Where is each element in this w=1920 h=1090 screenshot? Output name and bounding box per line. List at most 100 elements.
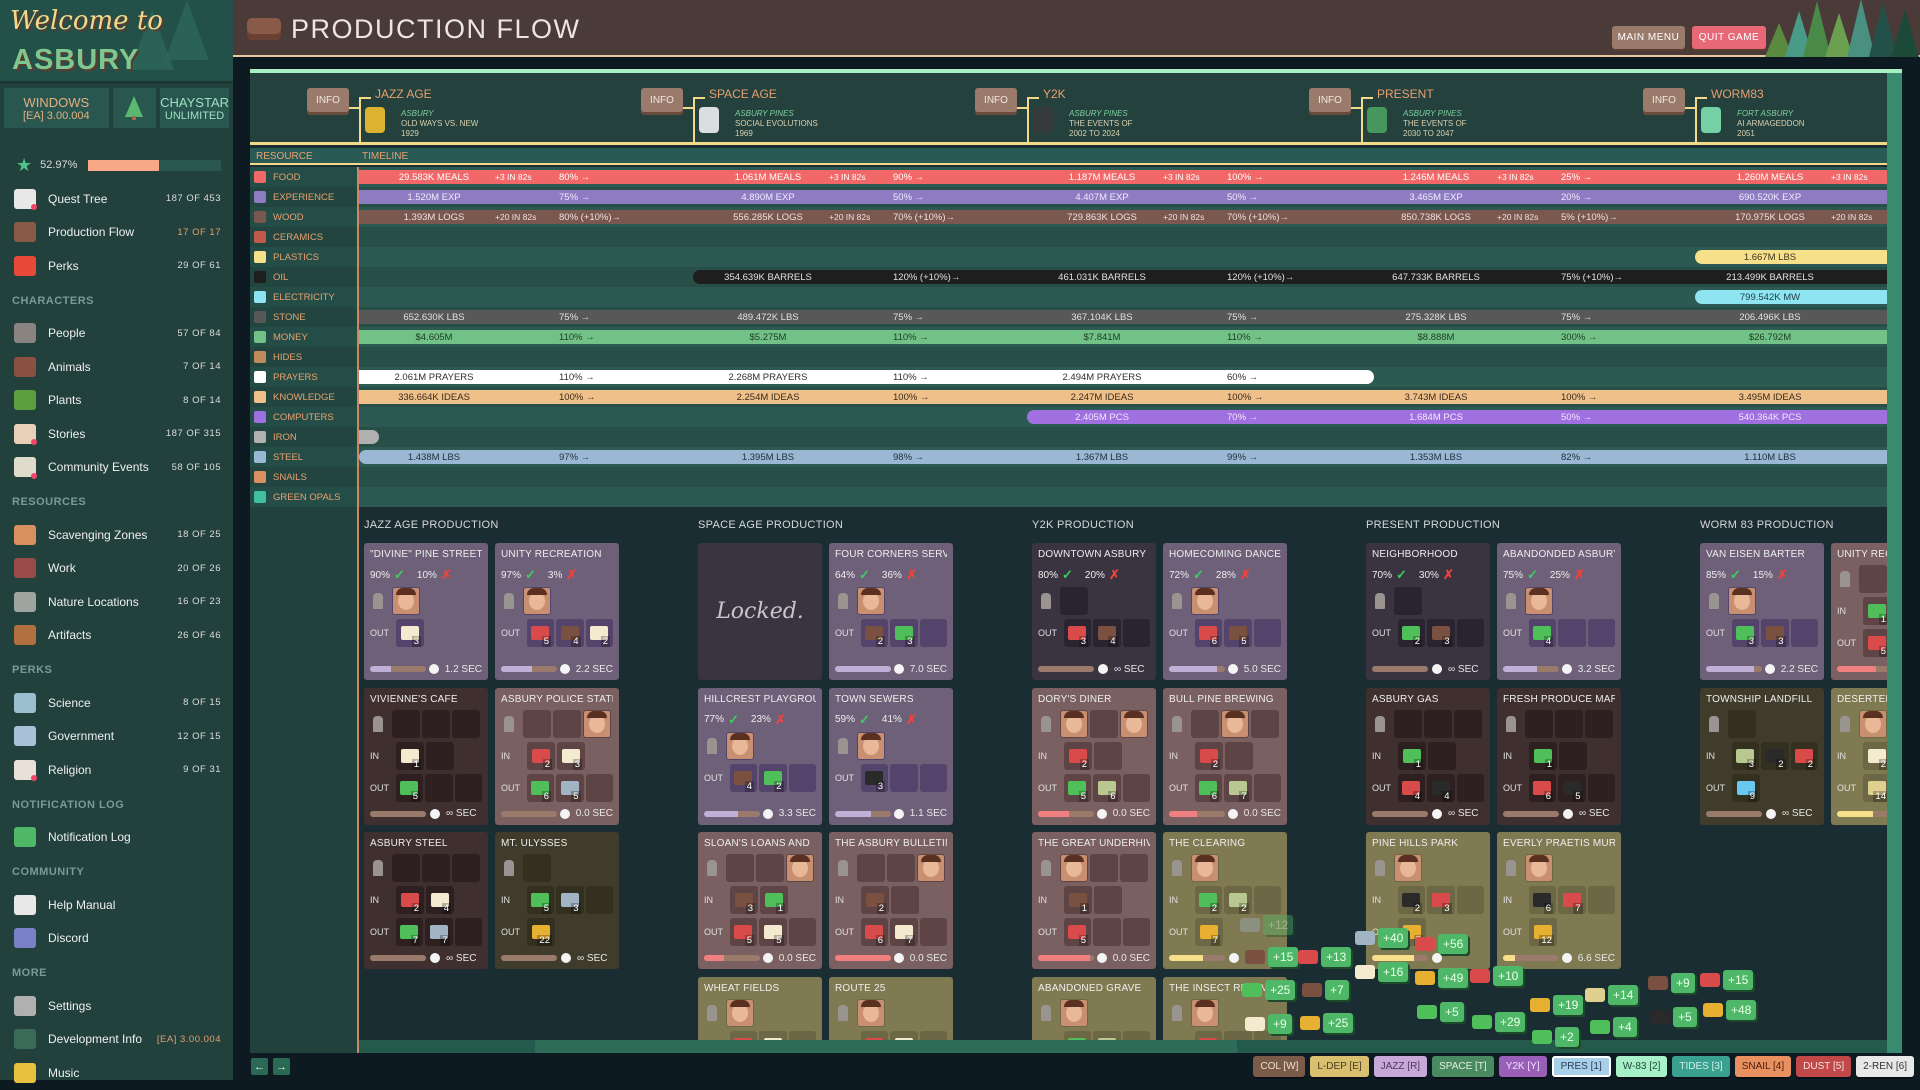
scroll-left-button[interactable]: ← [251, 1058, 268, 1075]
production-card[interactable]: THE ASBURY BULLETIN IN 2 OUT 6 7 0.0 SEC [829, 832, 953, 969]
production-card[interactable]: THE GREAT UNDERHIVE IN 1 OUT 5 0.0 SEC [1032, 832, 1156, 969]
sidebar-item-government[interactable]: Government 12 OF 15 [0, 720, 233, 754]
worker-slot[interactable] [917, 854, 945, 882]
sidebar-item-people[interactable]: People 57 OF 84 [0, 317, 233, 351]
production-card[interactable]: BULL PINE BREWING IN 2 OUT 6 7 0.0 SEC [1163, 687, 1287, 825]
production-card[interactable]: TOWN SEWERS 59% ✓ 41% ✗ OUT 3 1.1 SEC [829, 687, 953, 825]
empty-worker-slot[interactable] [887, 854, 915, 882]
worker-slot[interactable] [1191, 854, 1219, 882]
worker-slot[interactable] [857, 998, 885, 1027]
worker-slot[interactable] [1728, 587, 1756, 615]
production-card[interactable]: DORY'S DINER IN 2 OUT 5 6 0.0 SEC [1032, 687, 1156, 825]
worker-slot[interactable] [392, 587, 420, 615]
worker-slot[interactable] [1060, 998, 1088, 1027]
sidebar-item-scavenging-zones[interactable]: Scavenging Zones 18 OF 25 [0, 518, 233, 552]
sidebar-item-community-events[interactable]: Community Events 58 OF 105 [0, 451, 233, 485]
worker-slot[interactable] [523, 587, 551, 615]
production-card[interactable]: HOMECOMING DANCE 72% ✓ 28% ✗ OUT 6 5 5.0 SEC [1163, 543, 1287, 680]
empty-worker-slot[interactable] [1394, 587, 1422, 615]
sidebar-item-science[interactable]: Science 8 OF 15 [0, 686, 233, 720]
era-info-button[interactable]: INFO [307, 88, 349, 112]
account-info[interactable]: CHAYSTAR UNLIMITED [160, 88, 229, 128]
production-card[interactable]: "DIVINE" PINE STREET 90% ✓ 10% ✗ OUT 3 1.2 SEC [364, 543, 488, 680]
empty-worker-slot[interactable] [1525, 709, 1553, 738]
production-card[interactable]: ASBURY STEEL IN 2 4 OUT 7 7 ∞ SEC [364, 832, 488, 969]
empty-worker-slot[interactable] [857, 854, 885, 882]
sidebar-item-nature-locations[interactable]: Nature Locations 16 OF 23 [0, 585, 233, 619]
empty-worker-slot[interactable] [422, 854, 450, 882]
empty-worker-slot[interactable] [1251, 709, 1279, 738]
production-card[interactable]: ASBURY POLICE STATION IN 2 3 OUT 6 5 0.0 SEC [495, 687, 619, 825]
empty-worker-slot[interactable] [1555, 709, 1583, 738]
production-card[interactable]: ABANDONDED ASBURY 75% ✓ 25% ✗ OUT 4 3.2 SEC [1497, 543, 1621, 680]
era-tab-jazz[interactable]: JAZZ [R] [1373, 1056, 1428, 1077]
empty-worker-slot[interactable] [1060, 587, 1088, 615]
production-card[interactable]: UNITY RECREATION 97% ✓ 3% ✗ OUT 5 4 2 2.2 SEC [495, 543, 619, 680]
worker-slot[interactable] [1525, 587, 1553, 615]
sidebar-item-stories[interactable]: Stories 187 OF 315 [0, 417, 233, 451]
era-info-button[interactable]: INFO [975, 88, 1017, 112]
empty-worker-slot[interactable] [452, 709, 480, 738]
production-card[interactable]: FRESH PRODUCE MARKET IN 1 OUT 6 5 ∞ SEC [1497, 687, 1621, 825]
era-tab-w-83[interactable]: W-83 [2] [1615, 1056, 1668, 1077]
sidebar-item-music[interactable]: Music [0, 1056, 233, 1090]
production-card[interactable]: NEIGHBORHOOD 70% ✓ 30% ✗ OUT 2 3 ∞ SEC [1366, 543, 1490, 680]
empty-worker-slot[interactable] [1120, 854, 1148, 882]
era-info-button[interactable]: INFO [1643, 88, 1685, 112]
empty-worker-slot[interactable] [726, 854, 754, 882]
sidebar-item-religion[interactable]: Religion 9 OF 31 [0, 753, 233, 787]
production-card[interactable]: EVERLY PRAETIS MURDER IN 6 7 OUT 12 6.6 SEC [1497, 832, 1621, 969]
era-info-button[interactable]: INFO [1309, 88, 1351, 112]
worker-slot[interactable] [1191, 998, 1219, 1027]
empty-worker-slot[interactable] [452, 854, 480, 882]
empty-worker-slot[interactable] [422, 709, 450, 738]
sidebar-item-development-info[interactable]: Development Info [EA] 3.00.004 [0, 1023, 233, 1057]
horizontal-scrollbar[interactable] [359, 1040, 1887, 1053]
empty-worker-slot[interactable] [392, 854, 420, 882]
production-card[interactable]: VIVIENNE'S CAFÉ IN 1 OUT 5 ∞ SEC [364, 687, 488, 825]
era-tab-snail[interactable]: SNAIL [4] [1734, 1056, 1792, 1077]
production-card[interactable]: DESERTED SU IN 2 OUT 14 [1831, 687, 1902, 825]
era-info-button[interactable]: INFO [641, 88, 683, 112]
sidebar-item-perks[interactable]: Perks 29 OF 61 [0, 249, 233, 283]
sidebar-item-production-flow[interactable]: Production Flow 17 OF 17 [0, 216, 233, 250]
production-card[interactable]: VAN EISEN BARTER 85% ✓ 15% ✗ OUT 3 3 2.2 SEC [1700, 543, 1824, 680]
empty-worker-slot[interactable] [1424, 709, 1452, 738]
production-card[interactable]: SLOAN'S LOANS AND IN 3 1 OUT 5 5 0.0 SEC [698, 832, 822, 969]
empty-worker-slot[interactable] [1090, 854, 1118, 882]
sidebar-item-artifacts[interactable]: Artifacts 26 OF 46 [0, 619, 233, 653]
worker-slot[interactable] [786, 854, 814, 882]
sidebar-item-discord[interactable]: Discord [0, 922, 233, 956]
empty-worker-slot[interactable] [523, 709, 551, 738]
worker-slot[interactable] [1191, 587, 1219, 615]
empty-worker-slot[interactable] [1585, 709, 1613, 738]
sidebar-item-notification-log[interactable]: Notification Log [0, 821, 233, 855]
scroll-right-button[interactable]: → [273, 1058, 290, 1075]
era-tab-col[interactable]: COL [W] [1253, 1056, 1306, 1077]
sidebar-item-work[interactable]: Work 20 OF 26 [0, 552, 233, 586]
quit-game-button[interactable]: QUIT GAME [1692, 26, 1766, 49]
sidebar-item-plants[interactable]: Plants 8 OF 14 [0, 384, 233, 418]
era-tab-2-ren[interactable]: 2-REN [6] [1856, 1056, 1914, 1077]
production-card[interactable]: FOUR CORNERS SERVICE 64%✓ 36%✗ OUT 2 3 7.0 SEC [829, 543, 953, 680]
era-tab-pres[interactable]: PRES [1] [1551, 1056, 1611, 1077]
worker-slot[interactable] [1060, 854, 1088, 882]
empty-worker-slot[interactable] [523, 854, 551, 882]
era-tab-space[interactable]: SPACE [T] [1432, 1056, 1494, 1077]
era-tab-dust[interactable]: DUST [5] [1796, 1056, 1852, 1077]
sidebar-item-settings[interactable]: Settings [0, 989, 233, 1023]
main-menu-button[interactable]: MAIN MENU [1612, 26, 1685, 49]
sidebar-item-help-manual[interactable]: Help Manual [0, 888, 233, 922]
empty-worker-slot[interactable] [553, 709, 581, 738]
worker-slot[interactable] [583, 709, 611, 738]
era-tab-l-dep[interactable]: L-DEP [E] [1310, 1056, 1369, 1077]
empty-worker-slot[interactable] [1191, 709, 1219, 738]
worker-slot[interactable] [1859, 709, 1887, 738]
worker-slot[interactable] [1221, 709, 1249, 738]
empty-worker-slot[interactable] [392, 709, 420, 738]
production-card[interactable]: HILLCREST PLAYGROUND 77%✓ 23%✗ OUT 4 2 3.3 SEC [698, 687, 822, 825]
empty-worker-slot[interactable] [1394, 709, 1422, 738]
era-tab-tides[interactable]: TIDES [3] [1672, 1056, 1730, 1077]
production-card[interactable]: ASBURY GAS IN 1 OUT 4 4 ∞ SEC [1366, 687, 1490, 825]
worker-slot[interactable] [857, 587, 885, 615]
